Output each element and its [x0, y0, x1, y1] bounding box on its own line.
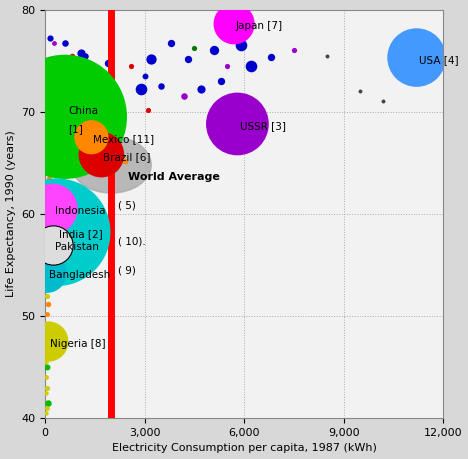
Point	[190, 45, 198, 52]
Point	[290, 47, 298, 54]
Text: Brazil [6]: Brazil [6]	[103, 152, 151, 162]
Point	[44, 338, 52, 345]
Point	[42, 358, 50, 366]
Point	[54, 103, 62, 110]
Point	[181, 93, 188, 100]
Point	[43, 341, 50, 348]
Point	[43, 351, 51, 358]
Point	[247, 62, 255, 69]
Point	[413, 54, 420, 61]
Point	[43, 374, 50, 381]
Text: USA [4]: USA [4]	[419, 55, 459, 65]
Text: ( 10).: ( 10).	[118, 236, 146, 246]
Point	[42, 389, 50, 396]
Point	[43, 269, 51, 277]
Text: USSR [3]: USSR [3]	[240, 121, 286, 131]
Point	[61, 113, 69, 121]
Point	[43, 384, 51, 391]
Point	[81, 52, 88, 59]
Point	[45, 174, 53, 182]
Point	[43, 203, 51, 210]
Point	[211, 47, 218, 54]
Text: India [2]: India [2]	[59, 230, 102, 239]
Point	[43, 292, 51, 299]
Text: Pakistan: Pakistan	[55, 241, 99, 252]
Point	[44, 215, 51, 223]
Text: [1]: [1]	[68, 124, 83, 134]
Point	[88, 134, 95, 141]
Point	[237, 42, 244, 49]
Point	[44, 116, 52, 123]
Point	[44, 328, 51, 335]
Text: Indonesia: Indonesia	[55, 206, 106, 216]
Point	[50, 39, 58, 47]
Point	[48, 167, 55, 174]
Point	[43, 404, 51, 412]
Point	[230, 20, 238, 28]
Y-axis label: Life Expectancy, 1990 (years): Life Expectancy, 1990 (years)	[6, 130, 15, 297]
Point	[323, 52, 331, 59]
Point	[45, 269, 53, 277]
Point	[78, 50, 85, 57]
Point	[44, 364, 51, 371]
Text: China: China	[68, 106, 99, 116]
Point	[42, 320, 50, 328]
Point	[141, 72, 148, 79]
Point	[49, 205, 56, 213]
Point	[44, 399, 51, 407]
Point	[59, 96, 67, 103]
Text: Japan [7]: Japan [7]	[236, 21, 283, 31]
Text: Mexico [11]: Mexico [11]	[93, 134, 154, 144]
Point	[51, 96, 58, 103]
Point	[104, 59, 112, 67]
Point	[43, 310, 51, 318]
Text: ( 9): ( 9)	[118, 265, 136, 275]
Point	[44, 300, 51, 308]
Point	[44, 137, 51, 144]
Point	[44, 229, 52, 236]
Point	[46, 34, 54, 42]
Point	[380, 98, 387, 105]
Point	[43, 409, 50, 417]
Point	[224, 62, 231, 69]
Point	[127, 62, 135, 69]
Point	[46, 144, 54, 151]
Text: Nigeria [8]: Nigeria [8]	[51, 339, 106, 349]
Point	[184, 55, 191, 62]
Point	[49, 241, 56, 248]
X-axis label: Electricity Consumption per capita, 1987 (kWh): Electricity Consumption per capita, 1987…	[111, 443, 376, 453]
Point	[45, 59, 52, 67]
Point	[138, 85, 145, 93]
Point	[121, 157, 128, 164]
Point	[44, 259, 51, 267]
Point	[98, 151, 105, 158]
Point	[357, 88, 364, 95]
Point	[144, 106, 152, 113]
Point	[217, 78, 225, 85]
Point	[53, 229, 60, 236]
Point	[48, 65, 55, 73]
Text: ( 5): ( 5)	[118, 201, 136, 211]
Point	[61, 39, 69, 47]
Point	[147, 55, 155, 62]
Point	[157, 83, 165, 90]
Point	[71, 93, 79, 100]
Point	[59, 62, 67, 69]
Point	[43, 249, 51, 256]
Point	[234, 120, 241, 128]
Point	[46, 67, 54, 74]
Point	[167, 39, 175, 47]
Point	[43, 282, 50, 289]
Text: World Average: World Average	[128, 172, 220, 182]
Ellipse shape	[72, 137, 151, 193]
Point	[68, 52, 75, 59]
Point	[197, 85, 205, 93]
Point	[267, 53, 274, 60]
Point	[48, 123, 55, 131]
Point	[65, 55, 72, 62]
Text: Bangladesh: Bangladesh	[49, 270, 110, 280]
